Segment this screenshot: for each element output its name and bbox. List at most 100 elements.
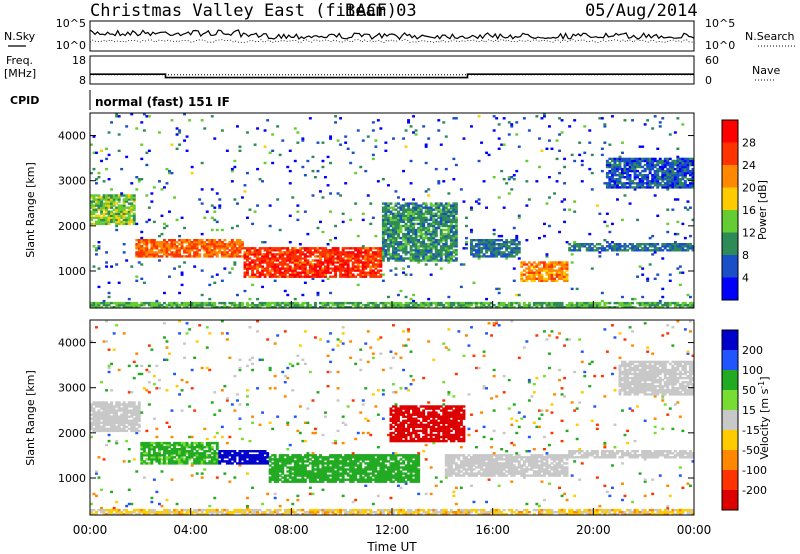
power-cell: [190, 304, 194, 307]
power-cell: [407, 241, 411, 244]
velocity-cell: [147, 391, 151, 394]
power-cell: [658, 121, 662, 124]
power-cell: [590, 304, 594, 307]
power-cell: [595, 247, 599, 250]
power-cell: [638, 157, 642, 161]
velocity-cell: [180, 378, 184, 382]
power-cell: [404, 295, 408, 299]
power-cell: [105, 167, 109, 171]
velocity-cell: [220, 511, 224, 514]
power-cell: [90, 194, 93, 197]
power-cell: [686, 163, 690, 167]
velocity-cell: [130, 421, 134, 424]
power-cell: [356, 304, 360, 307]
power-cell: [110, 212, 114, 215]
power-cell: [621, 249, 624, 252]
velocity-cell: [208, 446, 212, 449]
power-cell: [278, 261, 282, 264]
power-cell: [678, 304, 682, 307]
power-cell: [296, 210, 300, 213]
power-cell: [210, 239, 214, 242]
power-cell: [454, 210, 458, 213]
velocity-cell: [165, 452, 169, 455]
power-cell: [188, 247, 192, 250]
power-cell: [414, 218, 418, 222]
velocity-cell: [92, 492, 96, 496]
power-cell: [283, 257, 287, 260]
power-cell: [560, 263, 564, 266]
power-cell: [271, 247, 275, 250]
power-cell: [477, 198, 481, 201]
power-cell: [160, 188, 164, 191]
power-cell: [308, 265, 312, 268]
power-cell: [251, 273, 255, 276]
velocity-cell: [122, 460, 126, 463]
power-cell: [105, 198, 109, 201]
power-cell: [502, 304, 506, 307]
power-cell: [155, 251, 159, 254]
velocity-cell: [152, 454, 156, 457]
power-cell: [110, 194, 114, 197]
velocity-cell: [90, 508, 93, 512]
power-cell: [402, 234, 406, 238]
power-cell: [578, 153, 582, 157]
velocity-cell: [90, 405, 93, 408]
power-cell: [522, 304, 526, 307]
power-cell: [515, 253, 519, 256]
power-cell: [142, 281, 146, 284]
power-cell: [291, 247, 295, 250]
power-cell: [150, 251, 154, 254]
power-cell: [600, 169, 604, 173]
power-cell: [263, 267, 267, 270]
velocity-cell: [127, 415, 131, 418]
power-cell: [590, 188, 594, 191]
power-cell: [668, 182, 672, 185]
velocity-cell: [115, 500, 119, 504]
power-cell: [107, 178, 111, 181]
power-cell: [459, 285, 463, 289]
velocity-cell: [228, 458, 232, 461]
power-cell: [92, 206, 96, 209]
power-cell: [548, 306, 551, 309]
power-cell: [676, 184, 680, 187]
velocity-cell: [190, 452, 194, 455]
power-cell: [623, 165, 627, 169]
power-cell: [306, 232, 310, 236]
velocity-cell: [180, 389, 184, 392]
power-cell: [389, 218, 393, 222]
power-cell: [444, 214, 448, 217]
power-cell: [480, 247, 484, 250]
power-cell: [409, 125, 413, 128]
power-cell: [666, 245, 670, 248]
power-cell: [150, 253, 154, 256]
power-cell: [407, 243, 411, 246]
power-cell: [535, 269, 539, 272]
power-cell: [112, 204, 116, 207]
power-cell: [349, 267, 353, 270]
power-cell: [631, 247, 635, 250]
power-cell: [671, 184, 675, 187]
power-cell: [417, 306, 421, 309]
power-cell: [105, 306, 109, 309]
velocity-cell: [130, 511, 134, 514]
power-cell: [311, 306, 315, 309]
power-cell: [507, 304, 511, 307]
power-cell: [417, 245, 421, 248]
velocity-cell: [107, 511, 111, 514]
power-cell: [616, 184, 619, 187]
power-cell: [683, 174, 687, 177]
power-cell: [638, 171, 642, 175]
power-cell: [427, 222, 431, 226]
power-cell: [427, 255, 431, 258]
power-cell: [253, 251, 257, 254]
power-cell: [158, 301, 161, 305]
power-cell: [412, 210, 416, 213]
velocity-cell: [117, 511, 121, 514]
power-cell: [92, 212, 96, 215]
power-cell: [532, 275, 536, 278]
velocity-cell: [165, 441, 169, 445]
power-cell: [648, 182, 652, 185]
power-cell: [102, 216, 106, 219]
power-cell: [329, 239, 333, 242]
power-cell: [434, 222, 438, 226]
